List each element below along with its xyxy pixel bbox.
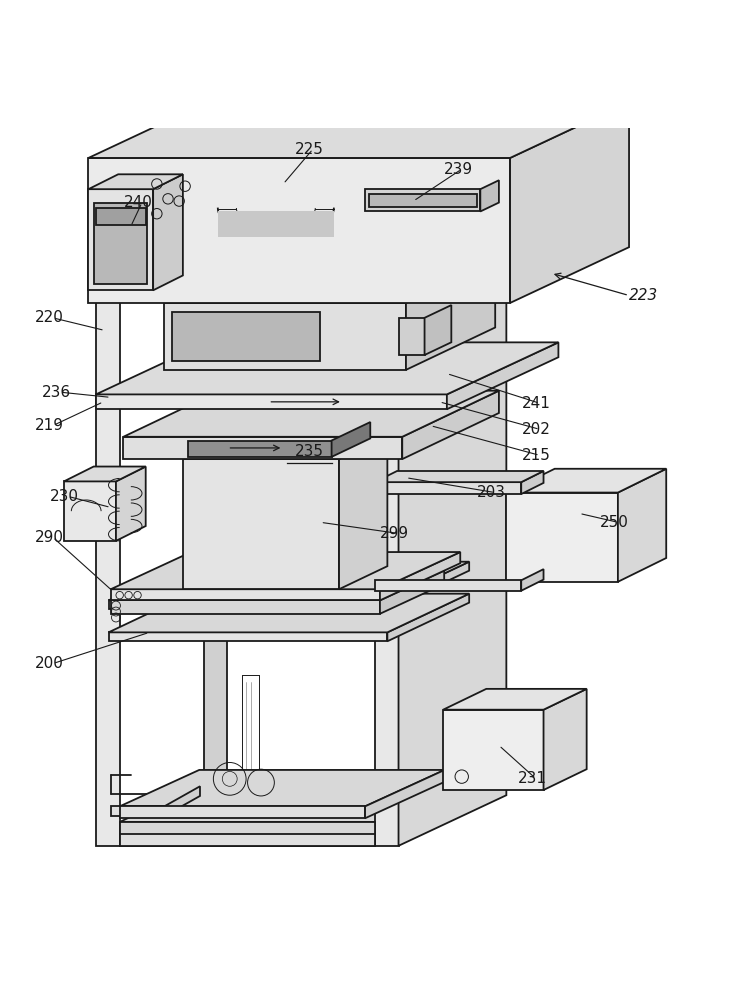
Polygon shape [406,261,495,370]
Polygon shape [120,770,445,806]
Polygon shape [120,787,450,822]
Polygon shape [443,689,586,710]
Polygon shape [111,552,460,589]
Polygon shape [375,787,450,846]
Polygon shape [203,171,507,182]
Polygon shape [109,632,387,641]
Polygon shape [120,834,375,846]
Text: 290: 290 [34,530,63,545]
Text: 236: 236 [42,385,71,400]
Polygon shape [507,493,618,582]
Text: 219: 219 [34,418,63,433]
Polygon shape [375,471,544,482]
Text: 220: 220 [34,310,63,325]
Text: 202: 202 [522,422,551,437]
Polygon shape [369,194,477,207]
Text: 241: 241 [522,396,551,411]
Polygon shape [89,158,510,303]
Polygon shape [165,303,406,370]
Text: 223: 223 [630,288,659,303]
Polygon shape [387,594,469,641]
Polygon shape [380,571,444,614]
Polygon shape [172,312,320,361]
Polygon shape [410,171,507,233]
Polygon shape [425,305,451,355]
Polygon shape [96,210,143,221]
Polygon shape [522,569,544,591]
Text: 235: 235 [295,444,324,459]
Polygon shape [120,806,365,818]
Polygon shape [64,481,116,541]
Polygon shape [96,208,146,225]
Text: 200: 200 [34,656,63,671]
Polygon shape [120,822,375,846]
Polygon shape [375,482,522,494]
Polygon shape [375,580,522,591]
Polygon shape [483,171,507,795]
Polygon shape [89,189,153,290]
Polygon shape [89,102,629,158]
Polygon shape [116,467,146,541]
Polygon shape [109,600,387,609]
Polygon shape [218,211,334,237]
Polygon shape [402,391,499,459]
Polygon shape [124,437,402,459]
Polygon shape [375,221,399,846]
Text: 240: 240 [124,195,153,210]
Polygon shape [339,436,387,589]
Polygon shape [618,469,666,582]
Text: 239: 239 [443,162,472,177]
Polygon shape [96,221,120,846]
Text: 299: 299 [380,526,409,541]
Polygon shape [188,441,332,457]
Polygon shape [365,189,481,211]
Polygon shape [387,562,469,609]
Polygon shape [165,786,200,816]
Polygon shape [124,391,499,437]
Text: 230: 230 [49,489,78,504]
Polygon shape [183,436,387,459]
Polygon shape [89,174,183,189]
Polygon shape [111,600,380,614]
Polygon shape [507,469,666,493]
Polygon shape [522,471,544,494]
Polygon shape [375,210,422,221]
Polygon shape [481,180,499,211]
Polygon shape [399,171,507,846]
Polygon shape [165,261,495,303]
Polygon shape [544,689,586,790]
Polygon shape [332,422,370,457]
Text: 215: 215 [522,448,551,463]
Text: 225: 225 [295,142,324,157]
Polygon shape [111,806,165,816]
Polygon shape [109,594,469,632]
Polygon shape [443,710,544,790]
Polygon shape [111,589,380,600]
Polygon shape [203,171,227,795]
Polygon shape [96,394,447,409]
Text: 231: 231 [518,771,547,786]
Polygon shape [447,342,559,409]
Polygon shape [380,552,460,600]
Text: 203: 203 [477,485,506,500]
Polygon shape [96,342,559,394]
Polygon shape [183,459,339,589]
Polygon shape [64,467,146,481]
Polygon shape [95,203,148,284]
Polygon shape [365,770,445,818]
Polygon shape [153,174,183,290]
Polygon shape [510,102,629,303]
Polygon shape [399,318,425,355]
Text: 250: 250 [600,515,629,530]
Polygon shape [109,562,469,600]
